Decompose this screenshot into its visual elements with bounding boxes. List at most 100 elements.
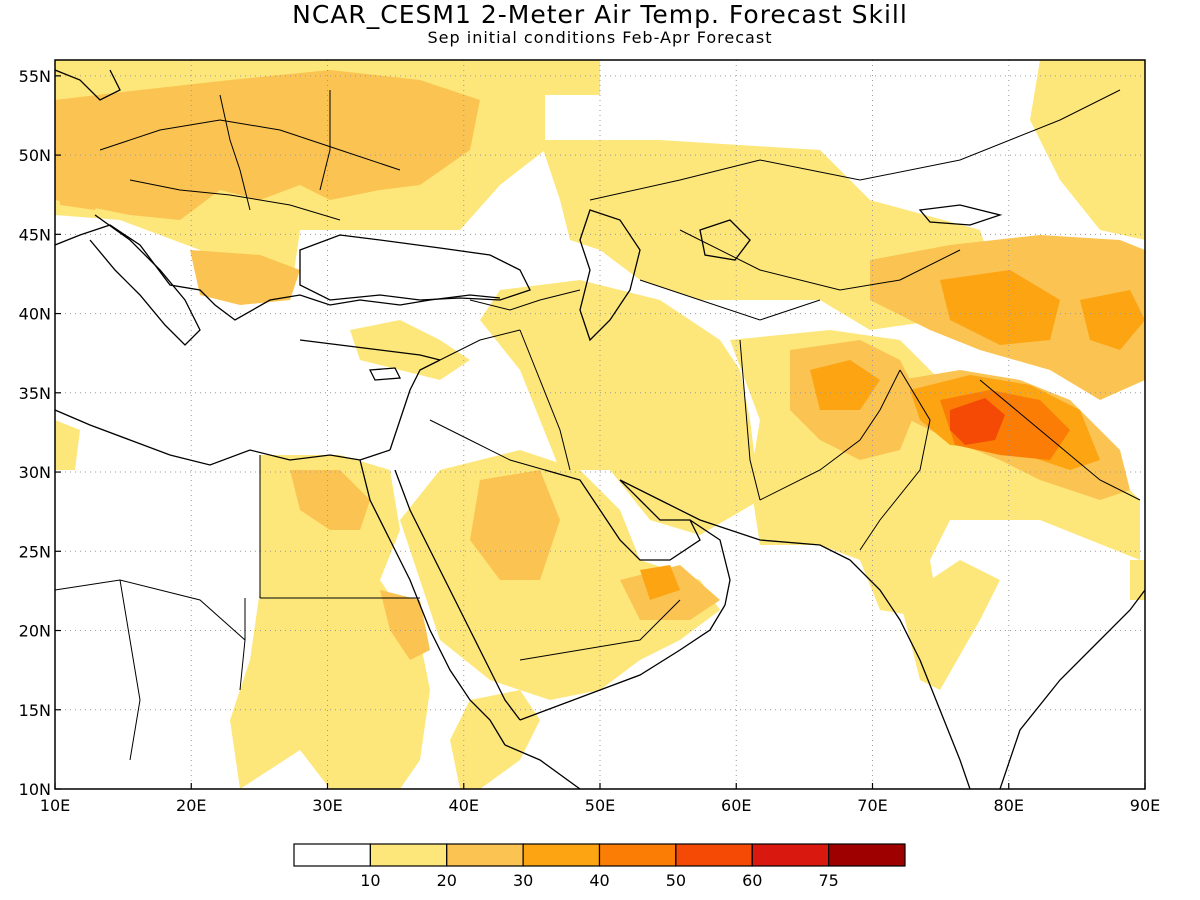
coast-mediterranean-north: [55, 224, 501, 321]
colorbar-swatch: [598, 843, 677, 867]
coast-india-west: [849, 559, 971, 789]
border-europe-2: [129, 179, 341, 221]
coast-persian-gulf: [544, 469, 701, 561]
skill-region-horn-africa: [450, 690, 540, 789]
lat-tick-label: 50N: [19, 146, 51, 165]
skill-region-east-europe: [55, 70, 480, 220]
coast-balkhash: [918, 204, 1003, 226]
skill-region-balkans: [190, 250, 300, 305]
border-turkmen-uzbek: [639, 279, 821, 321]
border-europe-4: [319, 90, 331, 191]
colorbar-label: 10: [360, 871, 380, 890]
border-iran-afghanistan: [739, 339, 761, 501]
border-china-india: [979, 379, 1141, 501]
coast-north-africa: [55, 409, 391, 466]
border-jordan-saudi: [429, 419, 546, 471]
skill-region-india-south: [900, 560, 1000, 690]
skill-region-egypt: [290, 470, 370, 530]
border-turkey-iran: [469, 289, 581, 311]
border-pakistan-india: [859, 369, 931, 551]
lon-tick-label: 60E: [721, 796, 751, 815]
skill-region-saudi: [470, 470, 560, 580]
coast-iran-south: [619, 479, 851, 561]
colorbar-swatch: [675, 843, 753, 867]
coast-anatolia-south: [299, 339, 441, 361]
coast-caspian: [579, 209, 641, 342]
colorbar-label: 60: [742, 871, 762, 890]
border-saudi-yemen: [519, 599, 681, 661]
border-iraq-iran: [519, 329, 571, 471]
coast-arabia-south: [519, 604, 726, 721]
colorbar: 10 20 30 40 50 60 75: [293, 843, 906, 890]
skill-region-afghanistan-core: [810, 360, 880, 410]
coast-baltic: [55, 69, 121, 101]
colorbar-swatch: [369, 843, 448, 867]
skill-region-kazakh-east: [940, 270, 1060, 345]
coastlines: [55, 69, 1145, 789]
lat-tick-label: 15N: [19, 701, 51, 720]
lat-tick-label: 35N: [19, 384, 51, 403]
coast-oman: [689, 519, 731, 606]
border-sudan-chad: [239, 598, 246, 691]
colorbar-swatch: [293, 843, 371, 867]
coast-red-sea-east: [394, 469, 521, 721]
lat-tick-label: 55N: [19, 67, 51, 86]
coast-india-east: [999, 589, 1145, 789]
colorbar-swatch: [446, 843, 524, 867]
colorbar-swatch: [828, 843, 906, 867]
colorbar-swatch: [522, 843, 601, 867]
coast-levant: [389, 359, 441, 451]
border-syria-iraq: [439, 329, 521, 361]
skill-shading: [55, 60, 1145, 789]
lat-tick-label: 45N: [19, 225, 51, 244]
map-title: NCAR_CESM1 2-Meter Air Temp. Forecast Sk…: [292, 0, 908, 29]
lon-tick-label: 20E: [176, 796, 206, 815]
lon-tick-label: 40E: [449, 796, 479, 815]
lon-tick-label: 10E: [40, 796, 70, 815]
skill-region-north-africa: [230, 455, 430, 789]
colorbar-label: 50: [666, 871, 686, 890]
lon-tick-label: 80E: [994, 796, 1024, 815]
skill-region-east-tibet: [1030, 60, 1145, 240]
colorbar-label: 30: [513, 871, 533, 890]
border-europe-3: [219, 94, 251, 211]
coast-red-sea-west: [359, 459, 506, 746]
skill-region-levant: [350, 320, 470, 380]
lat-tick-label: 20N: [19, 622, 51, 641]
colorbar-label: 75: [818, 871, 838, 890]
coast-italy: [89, 214, 201, 346]
axes: 10E 20E 30E 40E 50E 60E 70E 80E 90E 10N 15N 20N 25N 3…: [19, 67, 1161, 815]
skill-region-kashmir-peak: [950, 398, 1005, 445]
lon-tick-label: 70E: [857, 796, 887, 815]
border-kazakh-south: [679, 229, 961, 291]
skill-region-italy: [55, 140, 110, 210]
lat-tick-label: 30N: [19, 463, 51, 482]
border-chad-niger: [119, 579, 141, 761]
border-afghan-pakistan: [759, 369, 901, 501]
coast-aral: [699, 219, 751, 261]
lon-tick-label: 90E: [1130, 796, 1160, 815]
colorbar-swatch: [751, 843, 830, 867]
coast-horn-africa: [504, 744, 581, 789]
coast-cyprus: [368, 367, 402, 381]
lon-tick-label: 50E: [585, 796, 615, 815]
map-subtitle: Sep initial conditions Feb-Apr Forecast: [427, 28, 773, 47]
skill-region-west-mediterranean: [55, 420, 80, 470]
lat-tick-label: 25N: [19, 542, 51, 561]
lat-tick-label: 40N: [19, 305, 51, 324]
skill-region-gulf: [640, 565, 680, 600]
coast-black-sea: [299, 234, 531, 301]
border-europe-1: [99, 119, 401, 171]
border-kazakh-russia: [589, 89, 1121, 201]
country-borders: [55, 89, 1141, 761]
colorbar-label: 20: [437, 871, 457, 890]
skill-region-bay: [1130, 560, 1145, 600]
skill-region-tibet-north: [1080, 290, 1145, 350]
colorbar-label: 40: [589, 871, 609, 890]
lon-tick-label: 30E: [312, 796, 342, 815]
skill-region-sudan: [380, 590, 430, 660]
skill-region-iran: [480, 280, 760, 535]
border-west-africa: [55, 579, 246, 641]
lat-tick-label: 10N: [19, 780, 51, 799]
